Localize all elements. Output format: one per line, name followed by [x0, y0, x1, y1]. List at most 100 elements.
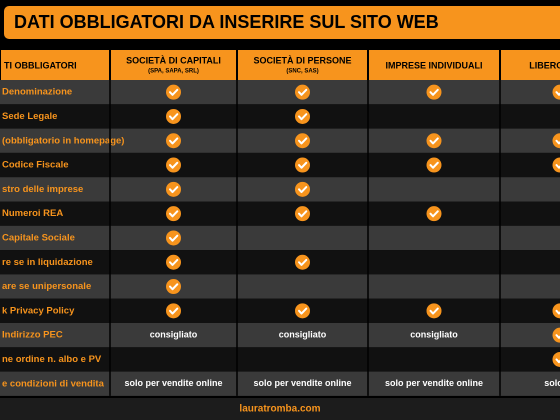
cell-text: solo per vendite online: [385, 378, 483, 388]
check-icon: [426, 303, 442, 319]
check-mark: [555, 334, 560, 339]
check-mark: [298, 258, 308, 266]
row-label: e condizioni di vendita: [2, 378, 105, 389]
check-mark: [298, 113, 308, 121]
check-mark: [298, 307, 308, 315]
footer: lauratromba.com: [239, 404, 320, 415]
check-icon: [166, 254, 181, 270]
cell-text: solo per vendite online: [124, 378, 222, 388]
check-icon: [426, 157, 442, 173]
check-mark: [298, 137, 308, 145]
check-mark: [298, 186, 308, 194]
row-background: [0, 177, 560, 202]
title: DATI OBBLIGATORI DA INSERIRE SUL SITO WE…: [14, 12, 439, 32]
check-icon: [295, 84, 310, 100]
row-label: (obbligatorio in homepage): [2, 135, 124, 146]
row-background: [0, 80, 560, 105]
column-header: SOCIETÀ DI PERSONE: [253, 55, 351, 65]
check-mark: [555, 358, 560, 364]
cell-text: solo per vendite online: [253, 378, 351, 388]
header-cell: [111, 50, 236, 80]
check-mark: [555, 91, 560, 96]
cell-text: consigliato: [279, 330, 327, 340]
row-label: Capitale Sociale: [2, 232, 75, 243]
row-background: [0, 347, 560, 372]
check-icon: [166, 279, 181, 295]
check-icon: [166, 303, 181, 319]
row-background: [0, 250, 560, 275]
check-icon: [166, 230, 181, 246]
column-header: IMPRESE INDIVIDUALI: [385, 60, 482, 70]
title-banner: [4, 6, 560, 39]
row-background: [0, 128, 560, 153]
check-icon: [426, 133, 442, 149]
check-icon: [295, 254, 310, 270]
check-icon: [166, 206, 181, 222]
row-label: k Privacy Policy: [2, 305, 75, 316]
row-label: Sede Legale: [2, 111, 57, 122]
column-header: SOCIETÀ DI CAPITALI: [126, 55, 221, 65]
row-background: [0, 274, 560, 299]
check-mark: [169, 161, 179, 169]
row-background: [0, 371, 560, 396]
check-mark: [298, 88, 308, 96]
check-mark: [555, 139, 560, 145]
check-icon: [426, 84, 442, 100]
row-label: Numeroi REA: [2, 208, 63, 219]
check-icon: [166, 157, 181, 173]
check-icon: [295, 206, 310, 222]
row-background: [0, 298, 560, 323]
check-icon: [295, 303, 310, 319]
check-mark: [169, 283, 179, 291]
check-mark: [169, 234, 179, 242]
check-mark: [169, 88, 179, 96]
row-background: [0, 323, 560, 348]
row-background: [0, 225, 560, 251]
check-icon: [295, 133, 310, 149]
row-label: are se unipersonale: [2, 281, 91, 292]
row-label: Codice Fiscale: [2, 160, 69, 171]
row-label: Indirizzo PEC: [2, 330, 63, 341]
check-icon: [295, 108, 310, 124]
check-mark: [298, 161, 308, 169]
check-icon: [166, 108, 181, 124]
check-icon: [166, 133, 181, 149]
check-mark: [429, 88, 439, 96]
row-label: ne ordine n. albo e PV: [2, 354, 102, 365]
header-cell: [1, 50, 109, 80]
check-mark: [169, 113, 179, 121]
header-cell: [238, 50, 367, 80]
footer-bar: [0, 398, 560, 420]
row-background: [0, 201, 560, 226]
row-label: stro delle imprese: [2, 184, 83, 195]
check-mark: [429, 307, 439, 315]
cell-text: solo pe: [544, 378, 560, 388]
check-mark: [169, 210, 179, 218]
check-mark: [555, 309, 560, 315]
column-header: TI OBBLIGATORI: [4, 60, 77, 70]
cell-text: consigliato: [410, 330, 458, 340]
check-mark: [298, 210, 308, 218]
check-icon: [166, 181, 181, 197]
row-label: re se in liquidazione: [2, 257, 93, 268]
check-mark: [169, 307, 179, 315]
column-subheader: (SNC, SAS): [286, 69, 318, 75]
check-icon: [295, 157, 310, 173]
column-subheader: (SPA, SAPA, SRL): [148, 69, 199, 75]
cell-text: consigliato: [150, 330, 198, 340]
row-label: Denominazione: [2, 87, 72, 98]
check-mark: [169, 186, 179, 194]
check-icon: [295, 181, 310, 197]
row-background: [0, 152, 560, 178]
row-background: [0, 104, 560, 129]
check-mark: [169, 137, 179, 145]
column-header: LIBERO PROF: [529, 60, 560, 70]
check-mark: [555, 164, 560, 169]
check-mark: [429, 161, 439, 169]
header-cell: [369, 50, 499, 80]
check-mark: [429, 210, 439, 218]
header-cell: [501, 50, 560, 80]
check-icon: [426, 206, 442, 222]
check-icon: [166, 84, 181, 100]
